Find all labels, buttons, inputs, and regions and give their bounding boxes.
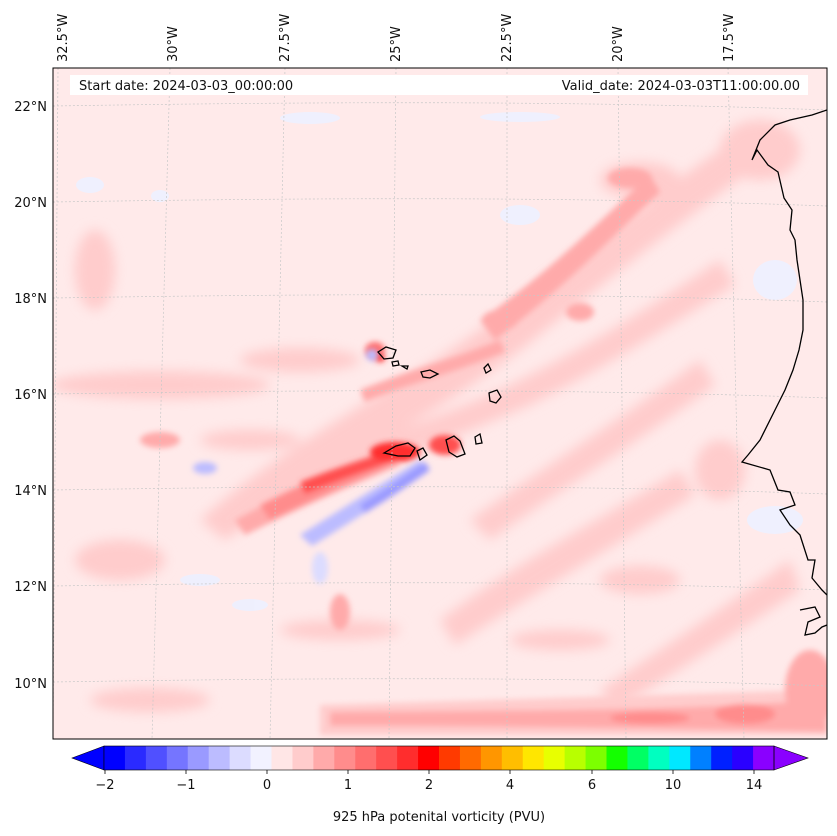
colorbar-cell [250,746,272,770]
lat-label: 12°N [14,580,47,595]
colorbar-cell [606,746,628,770]
colorbar-cell [166,746,189,770]
colorbar-cell [271,746,293,770]
colorbar-label: 925 hPa potenital vorticity (PVU) [333,810,545,825]
info-banner [70,75,808,95]
colorbar-cell [439,746,461,770]
colorbar-tick: −2 [95,778,114,793]
colorbar-cell [418,746,440,770]
colorbar: −2 −1 0 1 2 4 6 10 14 925 hPa potenital … [71,745,809,825]
colorbar-tick: 14 [746,778,763,793]
colorbar-cell [459,746,482,770]
longitude-labels: 32.5°W 30°W 27.5°W 25°W 22.5°W 20°W 17.5… [56,14,737,62]
colorbar-cell [564,746,587,770]
colorbar-cell [208,746,231,770]
start-date-text: Start date: 2024-03-03_00:00:00 [79,79,293,94]
colorbar-tick: 1 [344,778,352,793]
coastline [377,109,827,636]
colorbar-cell [669,746,691,770]
colorbar-tick: 6 [588,778,596,793]
colorbar-cell [187,746,210,770]
graticule [53,68,827,739]
vorticity-field [53,68,827,739]
colorbar-tick: −1 [176,778,195,793]
lon-label: 22.5°W [500,14,515,62]
colorbar-cell [690,746,712,770]
colorbar-cell [585,746,607,770]
lat-label: 16°N [14,388,47,403]
lon-label: 17.5°W [722,14,737,62]
colorbar-cell [334,746,356,770]
colorbar-cell [145,746,168,770]
colorbar-cell [376,746,398,770]
lat-label: 22°N [14,100,47,115]
colorbar-cell [229,746,252,770]
colorbar-cell [543,746,566,770]
lon-label: 32.5°W [56,14,71,62]
lon-label: 30°W [166,26,181,62]
colorbar-cell [753,746,775,770]
colorbar-cell [522,746,545,770]
lat-label: 10°N [14,677,47,692]
colorbar-cell [313,746,335,770]
lat-label: 18°N [14,292,47,307]
colorbar-cell [732,746,754,770]
lat-label: 14°N [14,484,47,499]
colorbar-cell [124,746,147,770]
lon-label: 27.5°W [278,14,293,62]
colorbar-over-arrow [773,745,809,771]
colorbar-cell [355,746,377,770]
valid-date-text: Valid_date: 2024-03-03T11:00:00.00 [562,79,800,94]
lat-label: 20°N [14,196,47,211]
lon-label: 20°W [611,26,626,62]
lon-label: 25°W [389,26,404,62]
map-frame [52,67,828,740]
colorbar-cell [397,746,419,770]
colorbar-tick: 4 [506,778,514,793]
colorbar-under-arrow [71,745,105,771]
colorbar-cell [648,746,670,770]
colorbar-cell [627,746,649,770]
colorbar-tick: 0 [263,778,271,793]
colorbar-cell [711,746,733,770]
colorbar-tick: 2 [425,778,433,793]
colorbar-cell [480,746,503,770]
colorbar-cell [104,746,126,770]
colorbar-tick: 10 [665,778,682,793]
latitude-labels: 22°N 20°N 18°N 16°N 14°N 12°N 10°N [14,100,47,692]
colorbar-cell [292,746,314,770]
colorbar-cell [501,746,524,770]
